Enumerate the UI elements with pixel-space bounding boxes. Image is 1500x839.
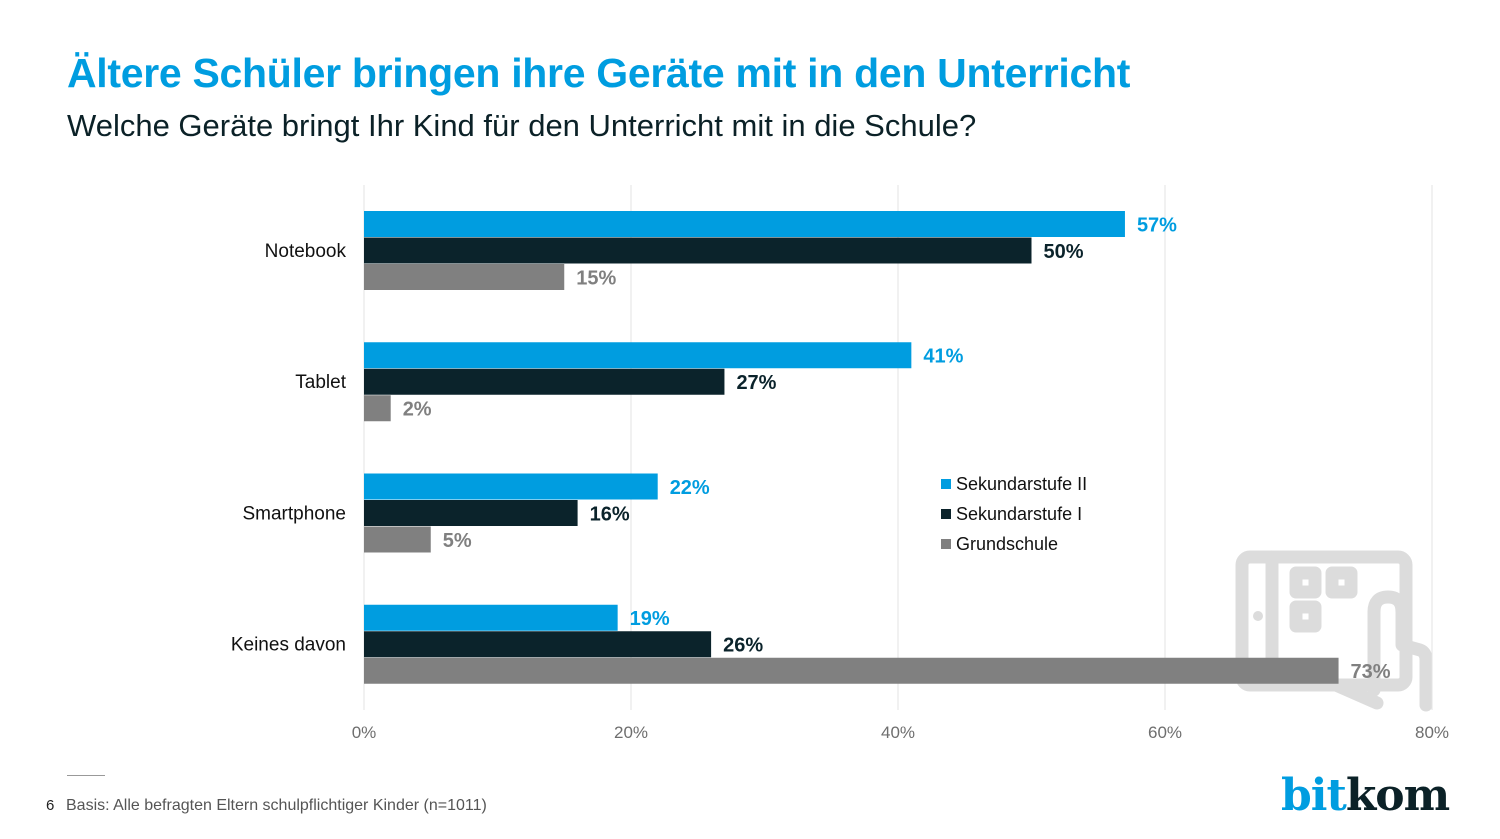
x-tick-label: 0% [352,723,377,742]
data-label: 26% [723,635,763,657]
bar [364,657,1339,684]
bar [364,264,565,290]
legend-label: Grundschule [956,534,1058,554]
category-label: Keines davon [231,635,346,656]
data-label: 16% [590,503,630,525]
icon-stroke [1289,600,1322,633]
bar [364,604,618,631]
logo-part-bit: bit [1281,770,1347,821]
data-label: 22% [670,477,710,499]
bar [364,526,431,553]
page-number: 6 [46,797,55,814]
bar [364,237,1032,264]
bar [364,342,912,369]
data-label: 27% [736,372,776,394]
tablet-touch-icon [1235,550,1433,712]
category-label: Smartphone [242,503,346,524]
footnote: Basis: Alle befragten Eltern schulpflich… [66,797,487,814]
legend-swatch [941,509,951,519]
bitkom-logo: bitkom [1281,770,1450,821]
category-label: Notebook [265,241,347,262]
icon-stroke [1289,566,1322,599]
legend-label: Sekundarstufe I [956,504,1082,524]
tablet-button-dot [1253,611,1263,621]
icon-stroke [1367,590,1433,712]
x-tick-label: 60% [1148,723,1182,742]
bar [364,368,725,395]
logo-part-kom: kom [1345,770,1450,821]
bar [364,631,712,658]
footer-divider [67,775,105,776]
legend-swatch [941,479,951,489]
data-label: 73% [1351,661,1391,683]
data-label: 15% [576,267,616,289]
data-label: 50% [1044,241,1084,263]
legend-swatch [941,539,951,549]
x-tick-label: 40% [881,723,915,742]
chart-title: Ältere Schüler bringen ihre Geräte mit i… [67,50,1131,96]
bar [364,395,391,422]
data-label: 57% [1137,214,1177,236]
bar [364,211,1125,237]
x-tick-label: 20% [614,723,648,742]
category-label: Tablet [295,372,346,393]
data-label: 41% [923,346,963,368]
bar [364,473,658,500]
icon-stroke [1329,678,1384,710]
data-label: 2% [403,399,432,421]
bar [364,500,578,526]
icon-stroke [1325,566,1358,599]
legend-label: Sekundarstufe II [956,474,1087,494]
data-label: 5% [443,530,472,552]
chart-subtitle: Welche Geräte bringt Ihr Kind für den Un… [67,108,977,143]
data-label: 19% [630,608,670,630]
x-tick-label: 80% [1415,723,1449,742]
